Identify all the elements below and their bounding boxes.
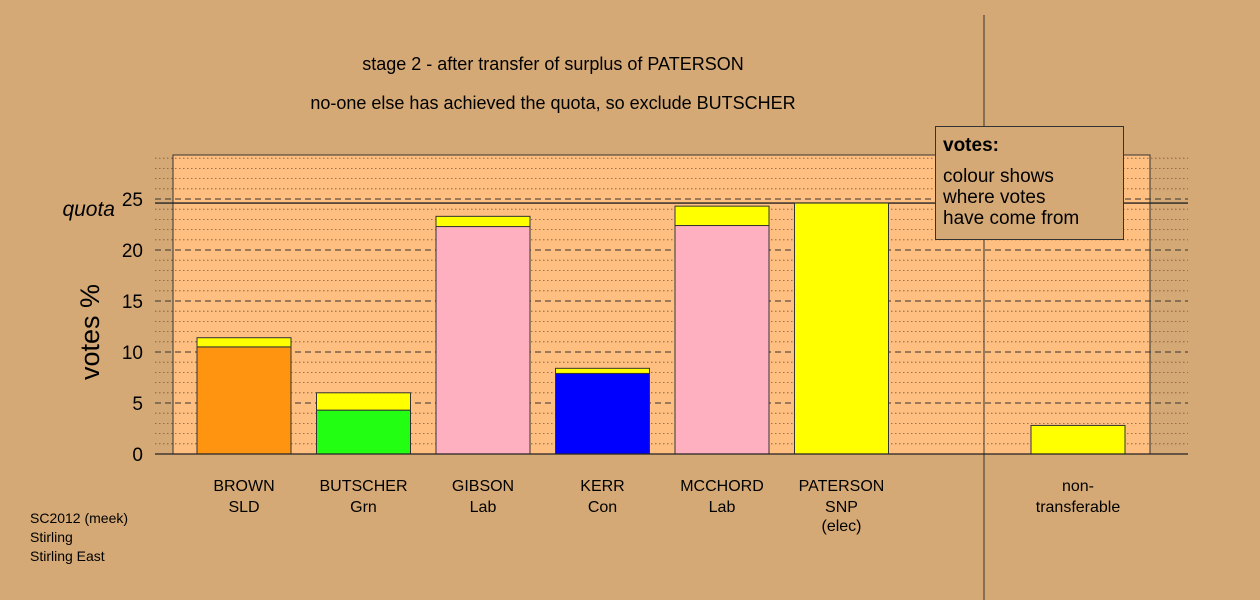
candidate-name-label: PATERSON	[799, 478, 885, 495]
footer-line: Stirling	[30, 529, 73, 545]
party-label: Lab	[470, 499, 497, 516]
footer-line: Stirling East	[30, 548, 105, 564]
y-tick-label: 0	[132, 445, 143, 466]
labels: BROWN SLD BUTSCHER Grn GIBSON Lab KERR Con MCCHO…	[213, 478, 1120, 535]
party-label: Lab	[709, 499, 736, 516]
bar-segment	[794, 202, 889, 455]
y-axis-label: votes %	[75, 284, 105, 380]
nontransferable-label: transferable	[1036, 499, 1121, 516]
candidate-name-label: GIBSON	[452, 478, 514, 495]
bar-segment	[674, 225, 770, 455]
bar-segment	[555, 372, 650, 455]
nontransferable-label: non-	[1062, 478, 1094, 495]
bar-segment	[196, 337, 292, 348]
y-tick-label: 20	[122, 241, 143, 262]
y-tick-label: 5	[132, 394, 143, 415]
axes: 0 5 10 15 20 25 quota votes %	[62, 15, 1188, 600]
elected-note-label: (elec)	[821, 518, 861, 535]
bar-segment	[555, 367, 650, 374]
candidate-name-label: MCCHORD	[680, 478, 764, 495]
bar-segment	[316, 392, 411, 411]
bar-segment	[196, 346, 292, 455]
legend-line: have come from	[943, 208, 1080, 229]
chart-title: stage 2 - after transfer of surplus of P…	[362, 54, 744, 74]
y-tick-label: 15	[122, 292, 143, 313]
footer-line: SC2012 (meek)	[30, 510, 129, 526]
legend-line: where votes	[943, 187, 1046, 208]
legend-title: votes:	[943, 135, 999, 156]
legend-box: votes: colour shows where votes have com…	[935, 126, 1124, 240]
party-label: SNP	[825, 499, 858, 516]
bars	[196, 202, 1126, 455]
gridlines	[155, 157, 1188, 445]
bar-segment	[435, 215, 531, 228]
party-label: Grn	[350, 499, 377, 516]
bar-segment	[674, 205, 770, 227]
bar-segment	[316, 409, 411, 455]
chart-subtitle: no-one else has achieved the quota, so e…	[310, 93, 796, 113]
legend-line: colour shows	[943, 166, 1054, 187]
party-label: SLD	[228, 499, 259, 516]
candidate-name-label: KERR	[580, 478, 624, 495]
quota-label: quota	[62, 198, 115, 221]
candidate-name-label: BROWN	[213, 478, 274, 495]
y-tick-label: 25	[122, 190, 143, 211]
nontransferable-bar	[1030, 424, 1126, 455]
bar-segment	[435, 226, 531, 455]
candidate-name-label: BUTSCHER	[319, 478, 407, 495]
party-label: Con	[588, 499, 617, 516]
y-tick-label: 10	[122, 343, 143, 364]
